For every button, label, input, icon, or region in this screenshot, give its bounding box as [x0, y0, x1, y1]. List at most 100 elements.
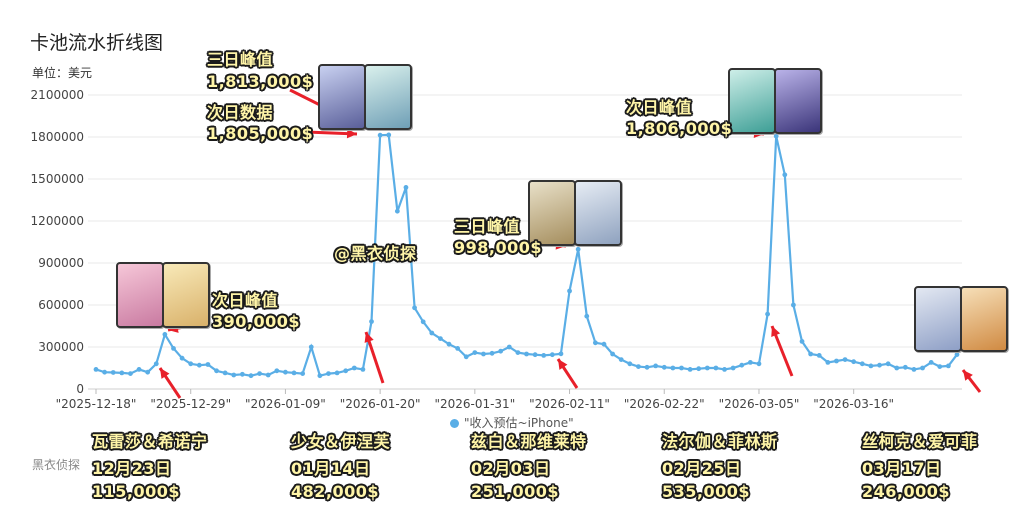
data-point: [110, 370, 116, 375]
data-point: [911, 367, 917, 372]
data-point: [532, 352, 538, 358]
annotation-arrow-head: [160, 368, 170, 379]
portrait-4a: [728, 68, 776, 134]
chart-title: 卡池流水折线图: [30, 32, 164, 54]
x-tick-label: "2026-01-20": [340, 397, 421, 411]
banner-1-date: 12月23日: [92, 459, 172, 478]
data-point: [902, 364, 908, 370]
annotation-peak3-value: 1,806,000$: [626, 119, 733, 138]
banner-2-date: 01月14日: [291, 459, 371, 478]
unit-label: 单位：美元: [32, 66, 93, 80]
annotation-arrow-head: [558, 359, 568, 370]
data-point: [945, 363, 951, 369]
portrait-3b: [574, 180, 622, 246]
y-tick-label: 2100000: [31, 88, 84, 102]
data-point: [954, 352, 960, 357]
data-point: [403, 185, 409, 190]
data-point: [549, 352, 555, 358]
data-point: [257, 371, 262, 376]
data-point: [343, 368, 349, 374]
data-point: [420, 319, 426, 325]
data-point: [326, 371, 331, 376]
data-point: [773, 133, 779, 139]
data-point: [877, 362, 882, 368]
grid-lines: [88, 94, 962, 390]
annotation-peak1-value: 1,813,000$: [207, 72, 314, 91]
data-point: [661, 364, 667, 370]
data-point: [455, 346, 461, 351]
data-point: [687, 367, 693, 372]
banner-3-value: 251,000$: [471, 482, 560, 501]
data-point: [283, 369, 288, 375]
series-points: [93, 132, 960, 379]
data-point: [265, 372, 271, 378]
data-point: [171, 346, 176, 351]
data-point: [334, 370, 340, 376]
annotation-next1-title: 次日数据: [207, 103, 274, 122]
data-point: [696, 366, 702, 372]
data-point: [291, 370, 297, 376]
data-point: [248, 373, 254, 379]
annotation-arrow-head: [346, 128, 357, 139]
banner-1-name: 瓦雷莎＆希诺宁: [92, 432, 208, 451]
banner-5-value: 246,000$: [862, 482, 951, 501]
data-point: [214, 368, 219, 374]
data-point: [670, 365, 676, 371]
data-point: [93, 367, 99, 372]
banner-5-name: 丝柯克＆爱可菲: [862, 432, 978, 451]
annotation-peak3-title: 次日峰值: [626, 98, 693, 117]
data-point: [851, 359, 857, 365]
x-tick-label: "2026-01-09": [245, 397, 326, 411]
legend-label: "收入预估~iPhone": [464, 416, 574, 430]
data-point: [463, 354, 469, 360]
data-point: [679, 365, 684, 371]
x-tick-label: "2026-01-31": [434, 397, 515, 411]
data-point: [360, 367, 366, 372]
banner-3-date: 02月03日: [471, 459, 551, 478]
data-point: [592, 340, 598, 346]
y-tick-label: 900000: [38, 256, 84, 270]
data-point: [816, 353, 822, 358]
data-point: [730, 365, 736, 371]
data-point: [162, 332, 168, 337]
banner-5-date: 03月17日: [862, 459, 942, 478]
data-point: [205, 362, 211, 367]
data-point: [498, 348, 504, 354]
data-point: [231, 372, 237, 378]
data-point: [937, 364, 943, 369]
x-tick-label: "2025-12-29": [150, 397, 231, 411]
data-point: [300, 371, 306, 376]
data-point: [765, 311, 770, 317]
data-point: [179, 355, 185, 361]
x-tick-label: "2026-03-05": [719, 397, 800, 411]
data-point: [239, 371, 245, 377]
legend[interactable]: "收入预估~iPhone": [450, 414, 574, 431]
annotation-watermark: @黑衣侦探: [334, 244, 417, 263]
annotation-next1-value: 1,805,000$: [207, 124, 314, 143]
data-point: [145, 369, 151, 375]
watermark-text: 黑衣侦探: [32, 458, 81, 472]
banner-4-date: 02月25日: [662, 459, 742, 478]
data-point: [713, 365, 719, 371]
data-point: [756, 361, 762, 367]
data-point: [188, 361, 194, 367]
data-point: [842, 357, 848, 362]
portrait-4b: [774, 68, 822, 134]
data-point: [222, 370, 228, 376]
data-point: [429, 330, 435, 336]
annotation-arrow-head: [364, 332, 374, 343]
data-point: [928, 360, 934, 365]
data-point: [567, 288, 572, 294]
data-point: [472, 350, 478, 355]
portrait-1a: [116, 262, 164, 328]
annotation-peak2-value: 998,000$: [454, 238, 543, 257]
data-point: [610, 351, 615, 357]
y-tick-label: 1500000: [31, 172, 84, 186]
x-tick-label: "2026-02-22": [624, 397, 705, 411]
annotation-peak2-title: 三日峰值: [454, 217, 521, 236]
data-point: [506, 344, 512, 350]
data-point: [481, 351, 486, 357]
y-tick-label: 1200000: [31, 214, 84, 228]
data-point: [747, 360, 753, 365]
data-point: [515, 350, 521, 355]
